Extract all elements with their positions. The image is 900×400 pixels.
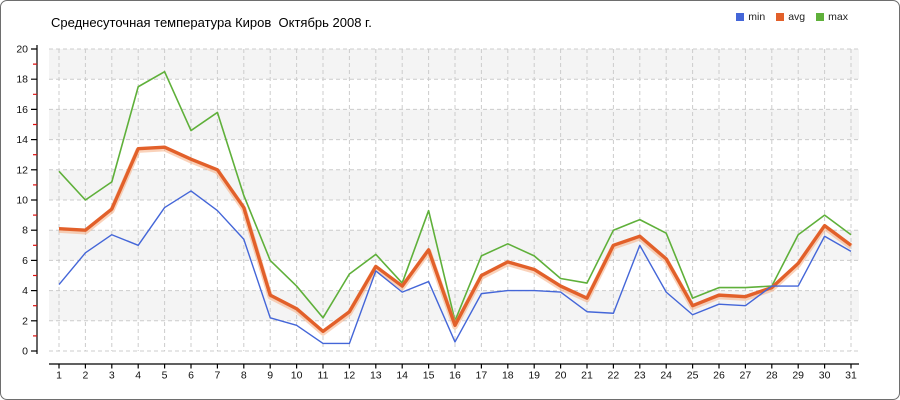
y-tick-label: 2 <box>22 315 28 327</box>
x-tick-label: 20 <box>555 370 567 382</box>
plot-band <box>49 169 859 200</box>
plot-band <box>49 49 859 80</box>
chart-title: Среднесуточная температура Киров Октябрь… <box>51 15 372 30</box>
x-tick-label: 17 <box>476 370 488 382</box>
x-tick-label: 3 <box>109 370 115 382</box>
x-tick-label: 21 <box>581 370 593 382</box>
avg-color-swatch <box>776 13 785 21</box>
x-tick-label: 1 <box>56 370 62 382</box>
legend-label-min: min <box>748 11 766 23</box>
x-tick-label: 13 <box>370 370 382 382</box>
y-tick-label: 10 <box>16 195 28 207</box>
x-tick-label: 6 <box>188 370 194 382</box>
x-tick-label: 11 <box>318 370 329 382</box>
x-tick-label: 5 <box>162 370 168 382</box>
x-tick-label: 10 <box>291 370 303 382</box>
x-tick-label: 27 <box>740 370 752 382</box>
y-tick-label: 6 <box>22 255 28 267</box>
x-tick-label: 15 <box>423 370 435 382</box>
x-tick-label: 9 <box>267 370 273 382</box>
min-color-swatch <box>736 13 745 21</box>
y-tick-label: 4 <box>22 285 28 297</box>
y-tick-label: 18 <box>16 74 28 86</box>
x-tick-label: 24 <box>660 370 672 382</box>
plot-band <box>49 200 859 231</box>
legend-label-avg: avg <box>788 11 806 23</box>
x-tick-label: 22 <box>608 370 620 382</box>
x-tick-label: 26 <box>713 370 725 382</box>
plot-band <box>49 109 859 140</box>
avg-series-line <box>58 145 853 334</box>
x-tick-label: 30 <box>819 370 831 382</box>
y-tick-label: 8 <box>22 225 28 237</box>
x-tick-label: 25 <box>687 370 699 382</box>
x-tick-label: 4 <box>135 370 141 382</box>
x-tick-label: 14 <box>396 370 408 382</box>
max-color-swatch <box>816 13 825 21</box>
x-tick-label: 7 <box>214 370 220 382</box>
legend-label-max: max <box>828 11 848 23</box>
legend-item-avg: avg <box>776 11 805 23</box>
plot-band <box>49 139 859 170</box>
plot-band <box>49 260 859 291</box>
legend-item-max: max <box>816 11 848 23</box>
legend-item-min: min <box>736 11 765 23</box>
x-tick-label: 16 <box>449 370 461 382</box>
y-tick-label: 14 <box>16 134 28 146</box>
min-series-line <box>58 190 852 345</box>
y-tick-label: 16 <box>16 104 28 116</box>
x-tick-label: 19 <box>528 370 540 382</box>
x-tick-label: 18 <box>502 370 514 382</box>
legend: min avg max <box>736 11 848 23</box>
x-tick-label: 28 <box>766 370 778 382</box>
plot-band <box>49 230 859 261</box>
x-tick-label: 29 <box>792 370 804 382</box>
x-tick-label: 23 <box>634 370 646 382</box>
x-tick-label: 8 <box>241 370 247 382</box>
x-tick-label: 2 <box>82 370 88 382</box>
plot-band <box>49 79 859 110</box>
y-tick-label: 12 <box>16 164 28 176</box>
y-tick-label: 0 <box>22 346 28 358</box>
x-tick-label: 12 <box>344 370 356 382</box>
y-tick-label: 20 <box>16 44 28 56</box>
x-tick-label: 31 <box>845 370 857 382</box>
